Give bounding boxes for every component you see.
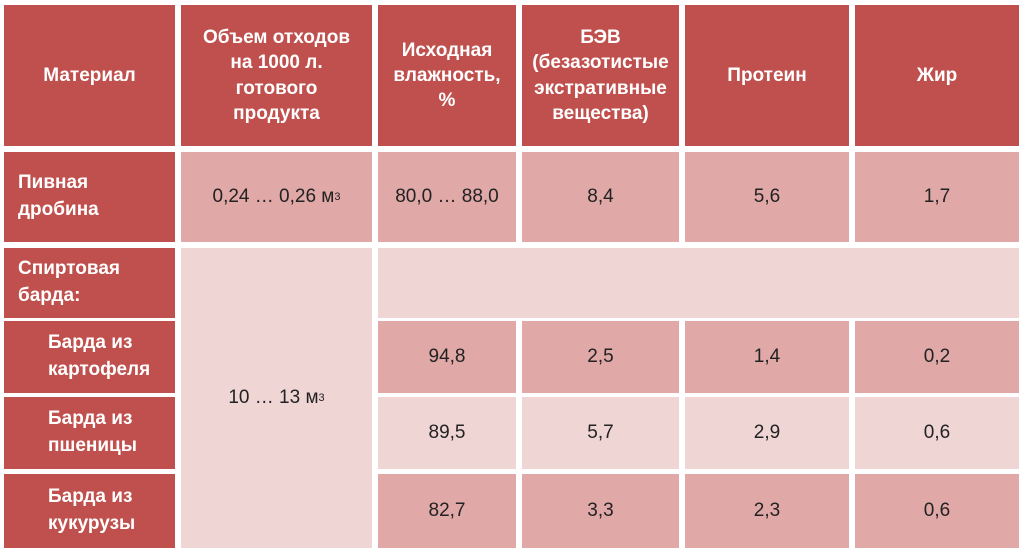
header-volume: Объем отходов на 1000 л. готового продук… bbox=[181, 5, 372, 146]
row-label-corn-text: Барда из кукурузы bbox=[48, 486, 136, 534]
row-label-wheat: Барда из пшеницы bbox=[4, 397, 175, 469]
cell-corn-humidity: 82,7 bbox=[378, 474, 516, 548]
cell-potato-fat: 0,2 bbox=[855, 321, 1019, 393]
row-label-wheat-text: Барда из пшеницы bbox=[48, 408, 137, 456]
header-volume-text: Объем отходов на 1000 л. готового продук… bbox=[203, 27, 350, 124]
cell-beer-humidity: 80,0 … 88,0 bbox=[378, 152, 516, 242]
cell-wheat-fat: 0,6 bbox=[855, 397, 1019, 469]
header-bev-text: БЭВ (безазотистые экстративные вещества) bbox=[532, 27, 669, 124]
cell-beer-fat: 1,7 bbox=[855, 152, 1019, 242]
cell-beer-protein: 5,6 bbox=[685, 152, 849, 242]
cell-corn-bev: 3,3 bbox=[522, 474, 679, 548]
header-material: Материал bbox=[4, 5, 175, 146]
header-fat: Жир bbox=[855, 5, 1019, 146]
row-label-spirit: Спиртовая барда: bbox=[4, 248, 175, 318]
cell-corn-protein: 2,3 bbox=[685, 474, 849, 548]
row-label-potato-text: Барда из картофеля bbox=[48, 332, 151, 380]
cell-potato-protein: 1,4 bbox=[685, 321, 849, 393]
cell-wheat-protein: 2,9 bbox=[685, 397, 849, 469]
header-protein: Протеин bbox=[685, 5, 849, 146]
row-label-potato: Барда из картофеля bbox=[4, 321, 175, 393]
cell-potato-humidity: 94,8 bbox=[378, 321, 516, 393]
row-label-beer-text: Пивная дробина bbox=[18, 172, 99, 220]
cell-wheat-humidity: 89,5 bbox=[378, 397, 516, 469]
header-humidity: Исходная влажность, % bbox=[378, 5, 516, 146]
cell-potato-bev: 2,5 bbox=[522, 321, 679, 393]
cell-corn-fat: 0,6 bbox=[855, 474, 1019, 548]
cell-spirit-empty bbox=[378, 248, 1019, 318]
row-label-corn: Барда из кукурузы bbox=[4, 474, 175, 548]
cell-spirit-volume-text: 10 … 13 м bbox=[228, 386, 319, 408]
header-bev: БЭВ (безазотистые экстративные вещества) bbox=[522, 5, 679, 146]
cell-beer-bev: 8,4 bbox=[522, 152, 679, 242]
row-label-beer: Пивная дробина bbox=[4, 152, 175, 242]
row-label-spirit-text: Спиртовая барда: bbox=[18, 258, 120, 306]
cell-beer-volume-text: 0,24 … 0,26 м bbox=[212, 185, 335, 207]
cell-wheat-bev: 5,7 bbox=[522, 397, 679, 469]
header-humidity-text: Исходная влажность, % bbox=[393, 39, 501, 112]
